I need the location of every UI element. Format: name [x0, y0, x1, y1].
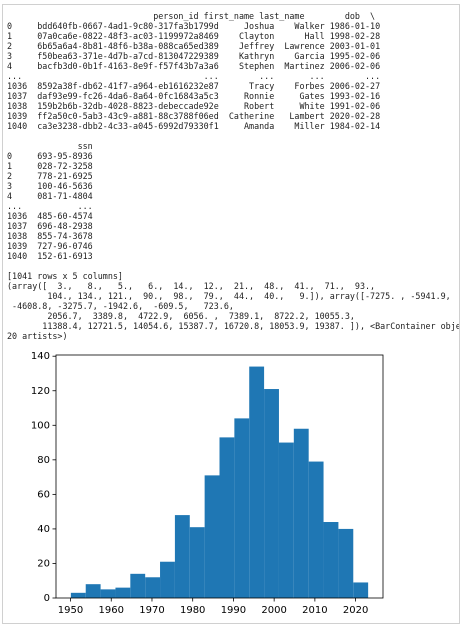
output-line: 1 07a0ca6e-0822-48f3-ac03-1199972a8469 C… [7, 31, 381, 41]
output-line: 1040 ca3e3238-dbb2-4c33-a045-6992d79330f… [7, 121, 381, 131]
output-line: person_id first_name last_name dob \ [7, 11, 376, 21]
bar [338, 528, 354, 598]
output-line: (array([ 3., 8., 5., 6., 14., 12., 21., … [7, 281, 376, 291]
y-tick-label: 40 [37, 524, 50, 535]
bar [160, 561, 175, 598]
histogram-chart: 0 20 40 60 80 100 120 140 1950 1960 1970 1980 1990 20… [31, 351, 384, 616]
plot-frame [55, 354, 384, 599]
output-line: 1038 855-74-3678 [7, 231, 93, 241]
y-tick-label: 20 [37, 558, 50, 569]
output-line: -4608.8, -3275.7, -1942.6, -609.5, 723.6… [7, 301, 234, 311]
bar [308, 461, 324, 598]
output-line: 2 778-21-6925 [7, 171, 93, 181]
output-line [7, 131, 459, 141]
x-tick-label: 1990 [221, 605, 246, 616]
x-tick-label: 1950 [58, 605, 83, 616]
output-line: 1040 152-61-6913 [7, 251, 93, 261]
bar [293, 428, 309, 598]
x-tick-label: 1970 [139, 605, 164, 616]
output-line: 1039 727-96-0746 [7, 241, 93, 251]
output-line: 3 100-46-5636 [7, 181, 93, 191]
y-tick-label: 0 [44, 593, 50, 604]
output-line: ... ... ... ... ... [7, 71, 381, 81]
bar [100, 589, 116, 598]
output-line: 1038 159b2b6b-32db-4028-8823-debeccade92… [7, 101, 381, 111]
bar [189, 527, 205, 598]
text-output: person_id first_name last_name dob \ 0 bd… [7, 11, 460, 341]
x-tick-label: 2020 [343, 605, 368, 616]
bar [85, 584, 101, 598]
output-line: 1037 daf93e99-fc26-4da6-8a64-0fc16843a5c… [7, 91, 381, 101]
output-cell: person_id first_name last_name dob \ 0 bd… [2, 4, 460, 624]
output-line: [1041 rows x 5 columns] [7, 271, 123, 281]
output-line [7, 261, 459, 271]
output-line: 0 693-95-8936 [7, 151, 93, 161]
output-line: 0 bdd640fb-0667-4ad1-9c80-317fa3b1799d J… [7, 21, 381, 31]
bar [145, 577, 161, 598]
y-tick-label: 80 [37, 455, 50, 466]
output-line: 1037 696-48-2938 [7, 221, 93, 231]
output-line: 3 f50bea63-371e-4d7b-a7cd-813047229389 K… [7, 51, 381, 61]
output-line: 4 bacfb3d0-0b1f-4163-8e9f-f57f43b7a3a6 S… [7, 61, 381, 71]
bar [219, 437, 235, 598]
bar [264, 389, 279, 598]
output-line: 20 artists>) [7, 331, 68, 341]
bar [278, 442, 294, 598]
output-line: 1 028-72-3258 [7, 161, 93, 171]
output-line: 4 081-71-4804 [7, 191, 93, 201]
bar [323, 522, 339, 598]
output-line: 1036 485-60-4574 [7, 211, 93, 221]
x-tick-label: 2000 [261, 605, 286, 616]
bar [353, 582, 369, 598]
x-tick-label: 1980 [180, 605, 205, 616]
bar [115, 587, 131, 598]
x-tick-label: 1960 [99, 605, 124, 616]
output-line: 2 6b65a6a4-8b81-48f6-b38a-088ca65ed389 J… [7, 41, 381, 51]
output-line: 104., 134., 121., 90., 98., 79., 44., 40… [7, 291, 451, 301]
bar [174, 515, 190, 598]
bar [249, 366, 265, 598]
output-line: ssn [7, 141, 93, 151]
y-tick-label: 60 [37, 489, 50, 500]
bar [204, 475, 220, 598]
bar [70, 592, 86, 598]
y-tick-label: 140 [31, 351, 50, 362]
output-line: ... ... [7, 201, 93, 211]
output-line: 2056.7, 3389.8, 4722.9, 6056. , 7389.1, … [7, 311, 355, 321]
output-line: 11388.4, 12721.5, 14054.6, 15387.7, 1672… [7, 321, 460, 331]
y-tick-label: 120 [31, 386, 50, 397]
x-tick-label: 2010 [302, 605, 327, 616]
bar [234, 418, 250, 598]
output-line: 1036 8592a38f-db62-41f7-a964-eb1616232e8… [7, 81, 381, 91]
y-tick-label: 100 [31, 420, 50, 431]
output-line: 1039 ff2a50c0-5ab3-43c9-a881-88c3788f06e… [7, 111, 381, 121]
bar [130, 573, 146, 598]
